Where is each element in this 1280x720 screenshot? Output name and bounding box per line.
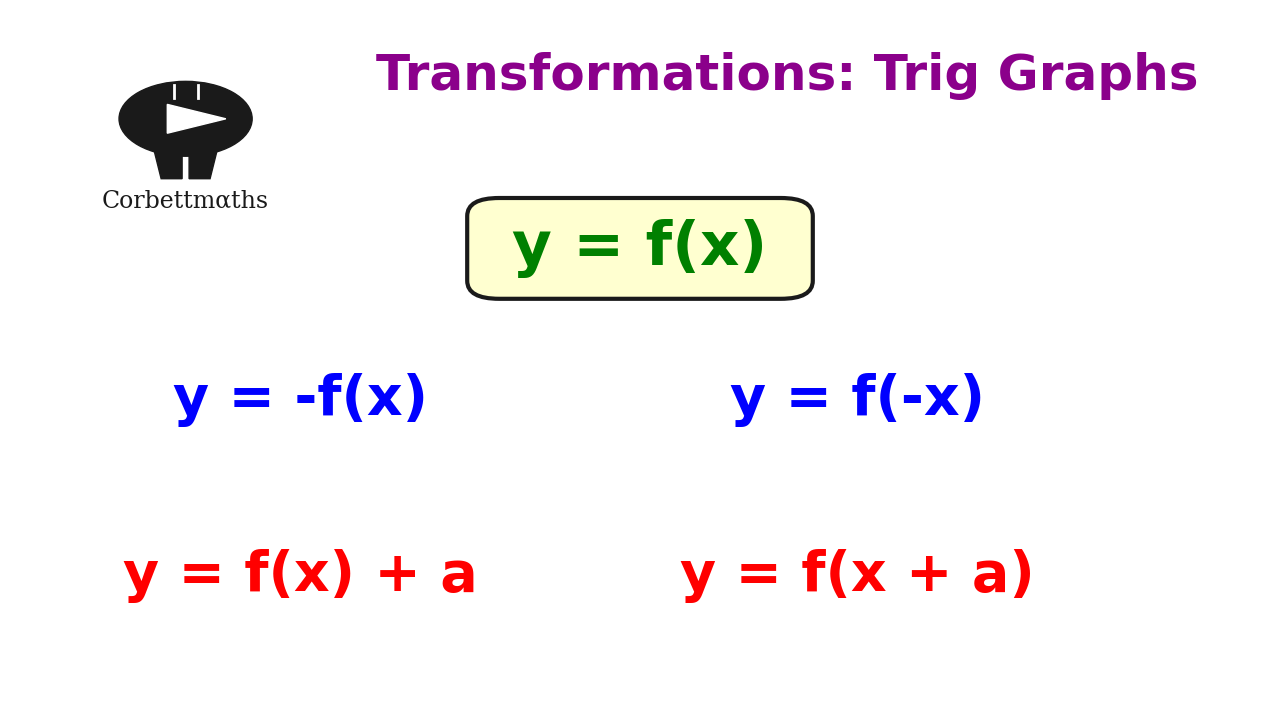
Polygon shape [148,130,182,179]
Text: y = f(x + a): y = f(x + a) [680,549,1036,603]
FancyBboxPatch shape [467,198,813,299]
Circle shape [119,81,252,156]
Text: y = f(x) + a: y = f(x) + a [123,549,479,603]
Polygon shape [168,104,225,133]
Polygon shape [189,130,223,179]
Text: y = f(-x): y = f(-x) [730,373,986,426]
Text: Corbettmαths: Corbettmαths [102,190,269,213]
Text: y = f(x): y = f(x) [512,219,768,278]
Text: y = -f(x): y = -f(x) [173,373,429,426]
Text: Transformations: Trig Graphs: Transformations: Trig Graphs [376,52,1198,99]
